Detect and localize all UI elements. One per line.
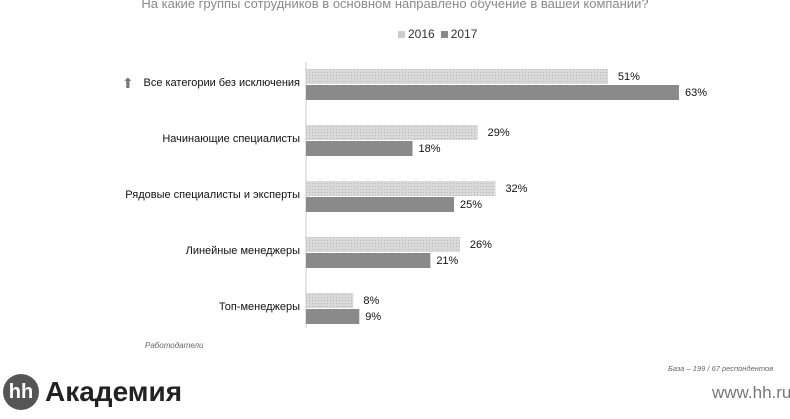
category-label: Все категории без исключения [143,77,300,89]
data-label: 18% [419,143,441,155]
data-label: 29% [488,127,510,139]
bar-2016 [306,69,608,84]
legend-item-2017: 2017 [440,27,477,41]
legend: 2016 2017 [398,27,477,41]
bar-2017 [306,85,679,100]
chart-title: На какие группы сотрудников в основном н… [141,0,649,11]
category-label: Начинающие специалисты [162,133,300,145]
bar-2016 [306,237,460,252]
data-label: 63% [685,87,707,99]
data-label: 21% [436,255,458,267]
legend-item-2016: 2016 [398,27,435,41]
data-label: 25% [460,199,482,211]
data-label: 32% [505,183,527,195]
category-label: Топ-менеджеры [218,301,300,313]
bar-2016 [306,181,496,196]
bar-2017 [306,197,454,212]
bar-2017 [306,141,413,156]
bar-2017 [306,253,431,268]
category-label: Линейные менеджеры [185,245,300,257]
bar-2017 [306,309,360,324]
base-note: База – 199 / 67 респондентов [668,364,774,373]
logo: hh Академия [3,374,182,410]
category-label: Рядовые специалисты и эксперты [125,189,300,201]
site-url[interactable]: www.hh.ru [712,383,790,402]
data-label: 8% [363,295,379,307]
bar-2016 [306,125,478,140]
bar-2016 [306,293,354,308]
data-label: 51% [618,71,640,83]
data-label: 9% [365,311,381,323]
data-label: 26% [470,239,492,251]
note: Работодатели [145,341,204,350]
arrow-up-icon: ⬆ [122,75,134,91]
